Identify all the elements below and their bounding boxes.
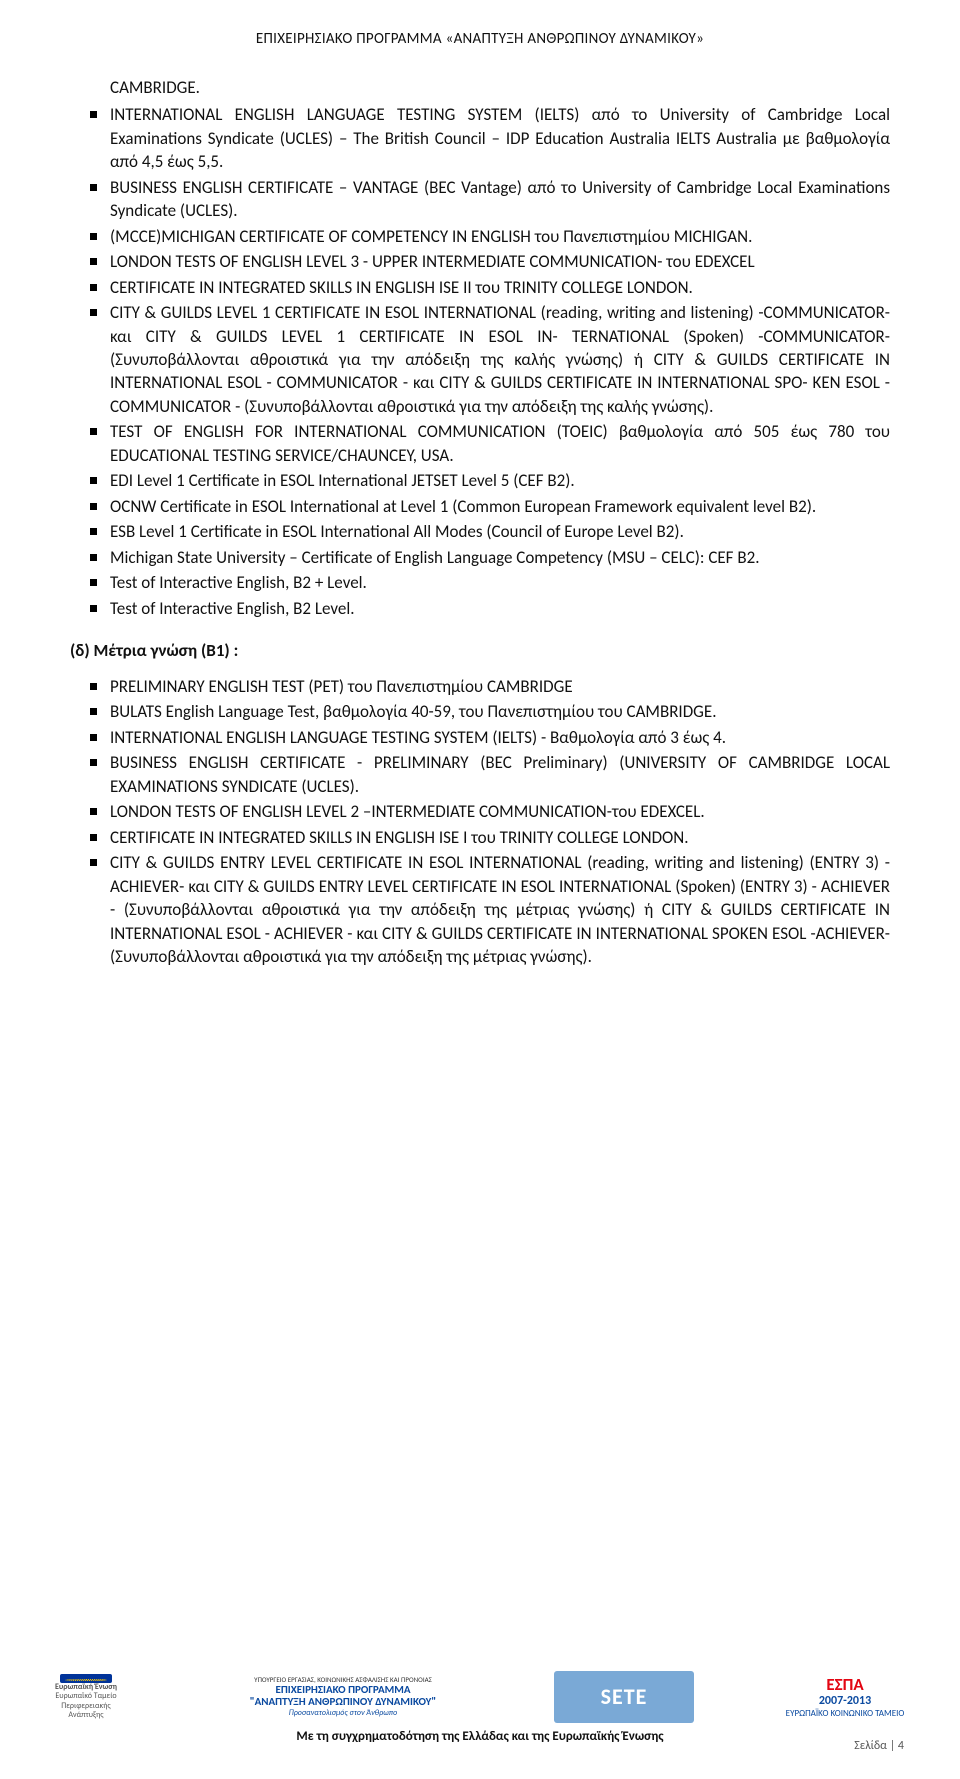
sete-logo: SETE (554, 1671, 694, 1723)
page-header: ΕΠΙΧΕΙΡΗΣΙΑΚΟ ΠΡΟΓΡΑΜΜΑ «ΑΝΑΠΤΥΞΗ ΑΝΘΡΩΠ… (70, 30, 890, 48)
list-item: INTERNATIONAL ENGLISH LANGUAGE TESTING S… (70, 726, 890, 749)
eu-subtitle: Ευρωπαϊκό Ταμείο Περιφερειακής Ανάπτυξης (44, 1692, 128, 1720)
list-item: CERTIFICATE IN INTEGRATED SKILLS IN ENGL… (70, 276, 890, 299)
espa-years: 2007-2013 (819, 1695, 871, 1709)
list-item: Test of Interactive English, B2 Level. (70, 597, 890, 620)
certificate-list-b2: INTERNATIONAL ENGLISH LANGUAGE TESTING S… (70, 103, 890, 620)
eu-logo: Ευρωπαϊκή Ένωση Ευρωπαϊκό Ταμείο Περιφερ… (40, 1671, 132, 1723)
list-item: LONDON TESTS OF ENGLISH LEVEL 2 –INTERME… (70, 800, 890, 823)
lead-in-text: CAMBRIDGE. (70, 76, 890, 99)
page-number: Σελίδα | 4 (854, 1739, 904, 1753)
list-item: CITY & GUILDS LEVEL 1 CERTIFICATE IN ESO… (70, 301, 890, 418)
list-item: INTERNATIONAL ENGLISH LANGUAGE TESTING S… (70, 103, 890, 173)
eu-flag-icon (60, 1674, 112, 1683)
list-item: BUSINESS ENGLISH CERTIFICATE - PRELIMINA… (70, 751, 890, 798)
list-item: BULATS English Language Test, βαθμολογία… (70, 700, 890, 723)
list-item: Michigan State University – Certificate … (70, 546, 890, 569)
cofunding-caption: Με τη συγχρηματοδότηση της Ελλάδας και τ… (40, 1729, 920, 1744)
list-item: ESB Level 1 Certificate in ESOL Internat… (70, 520, 890, 543)
certificate-list-b1: PRELIMINARY ENGLISH TEST (PET) του Πανεπ… (70, 675, 890, 968)
list-item: Test of Interactive English, B2 + Level. (70, 571, 890, 594)
footer-logo-row: Ευρωπαϊκή Ένωση Ευρωπαϊκό Ταμείο Περιφερ… (40, 1671, 920, 1723)
espa-logo: ΕΣΠΑ 2007-2013 ΕΥΡΩΠΑΪΚΟ ΚΟΙΝΩΝΙΚΟ ΤΑΜΕΙ… (770, 1671, 920, 1723)
list-item: EDI Level 1 Certificate in ESOL Internat… (70, 469, 890, 492)
list-item: LONDON TESTS OF ENGLISH LEVEL 3 - UPPER … (70, 250, 890, 273)
program-subtitle: Προσανατολισμός στον Άνθρωπο (289, 1709, 398, 1718)
espa-subtitle: ΕΥΡΩΠΑΪΚΟ ΚΟΙΝΩΝΙΚΟ ΤΑΜΕΙΟ (786, 1709, 905, 1719)
list-item: OCNW Certificate in ESOL International a… (70, 495, 890, 518)
list-item: TEST OF ENGLISH FOR INTERNATIONAL COMMUN… (70, 420, 890, 467)
list-item: CITY & GUILDS ENTRY LEVEL CERTIFICATE IN… (70, 851, 890, 968)
page-footer: Ευρωπαϊκή Ένωση Ευρωπαϊκό Ταμείο Περιφερ… (0, 1671, 960, 1771)
section-heading-b1: (δ) Μέτρια γνώση (Β1) : (70, 640, 890, 661)
list-item: PRELIMINARY ENGLISH TEST (PET) του Πανεπ… (70, 675, 890, 698)
list-item: (MCCE)MICHIGAN CERTIFICATE OF COMPETENCY… (70, 225, 890, 248)
program-logo: ΥΠΟΥΡΓΕΙΟ ΕΡΓΑΣΙΑΣ, ΚΟΙΝΩΝΙΚΗΣ ΑΣΦΑΛΙΣΗΣ… (208, 1671, 478, 1723)
list-item: BUSINESS ENGLISH CERTIFICATE – VANTAGE (… (70, 176, 890, 223)
espa-title: ΕΣΠΑ (826, 1675, 863, 1695)
document-page: ΕΠΙΧΕΙΡΗΣΙΑΚΟ ΠΡΟΓΡΑΜΜΑ «ΑΝΑΠΤΥΞΗ ΑΝΘΡΩΠ… (0, 0, 960, 1779)
list-item: CERTIFICATE IN INTEGRATED SKILLS IN ENGL… (70, 826, 890, 849)
